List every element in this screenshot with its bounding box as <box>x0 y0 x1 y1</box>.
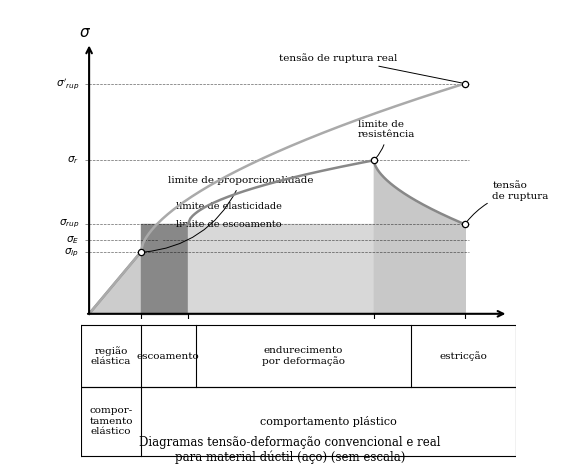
Text: estricção: estricção <box>440 351 487 361</box>
Text: $\sigma$: $\sigma$ <box>79 26 91 40</box>
Text: limite de proporcionalidade: limite de proporcionalidade <box>143 176 314 252</box>
Text: limite de escoamento: limite de escoamento <box>176 220 282 229</box>
Text: Diagramas tensão-deformação convencional e real
para material dúctil (aço) (sem : Diagramas tensão-deformação convencional… <box>139 436 441 464</box>
Text: comportamento plástico: comportamento plástico <box>260 416 397 427</box>
Text: tensão de ruptura real: tensão de ruptura real <box>279 53 462 83</box>
Text: endurecimento
por deformação: endurecimento por deformação <box>262 346 345 366</box>
Text: $\sigma'_{rup}$: $\sigma'_{rup}$ <box>56 76 79 91</box>
Text: região
elástica: região elástica <box>91 346 131 366</box>
Text: $\sigma_r$: $\sigma_r$ <box>67 154 79 166</box>
Text: $\sigma_{lp}$: $\sigma_{lp}$ <box>64 246 79 258</box>
Text: $\sigma_E$: $\sigma_E$ <box>66 234 79 245</box>
Text: limite de
resistência: limite de resistência <box>358 120 415 158</box>
Text: $\sigma_{rup}$: $\sigma_{rup}$ <box>59 218 79 230</box>
Text: $\epsilon$: $\epsilon$ <box>508 319 517 333</box>
Text: compor-
tamento
elástico: compor- tamento elástico <box>89 407 133 436</box>
Text: escoamento: escoamento <box>137 352 200 361</box>
Text: limite de elasticidade: limite de elasticidade <box>176 202 282 211</box>
Text: tensão
de ruptura: tensão de ruptura <box>466 182 549 222</box>
